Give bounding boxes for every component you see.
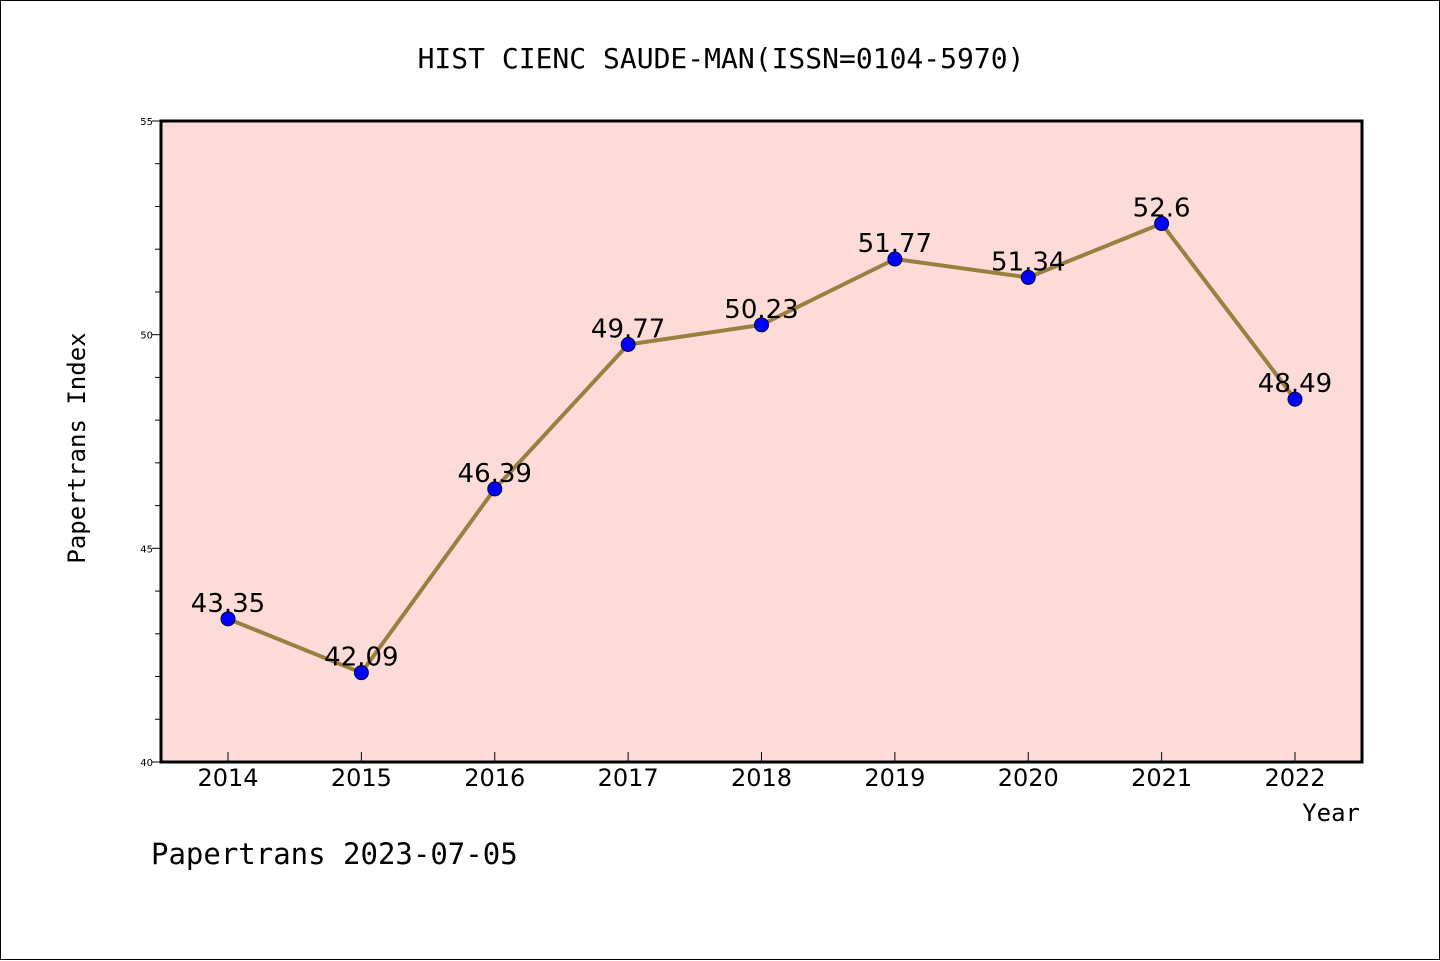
data-label: 48.49: [1258, 369, 1332, 399]
y-axis-ticks: 40 45 50 55: [140, 117, 161, 769]
data-label: 50.23: [724, 295, 798, 325]
x-tick-label: 2014: [197, 764, 258, 792]
y-tick-label: 50: [140, 331, 153, 342]
x-tick-label: 2016: [464, 764, 525, 792]
x-axis-label: Year: [1302, 799, 1360, 827]
x-tick-label: 2020: [998, 764, 1059, 792]
x-tick-label: 2015: [331, 764, 392, 792]
y-tick-label: 45: [140, 544, 153, 555]
data-label: 43.35: [191, 589, 265, 619]
x-tick-label: 2022: [1264, 764, 1325, 792]
x-tick-label: 2018: [731, 764, 792, 792]
x-axis-ticks: 2014 2015 2016 2017 2018 2019 2020 2021 2022: [197, 752, 1326, 792]
data-point: [487, 481, 503, 497]
x-tick-label: 2021: [1131, 764, 1192, 792]
data-label: 52.6: [1133, 194, 1191, 224]
data-point: [754, 317, 769, 333]
data-point: [887, 251, 903, 267]
data-label: 42.09: [324, 643, 398, 673]
data-label: 46.39: [458, 459, 532, 489]
y-axis-label: Papertrans Index: [63, 332, 91, 563]
y-tick-label: 40: [140, 758, 153, 769]
data-label: 51.77: [858, 229, 932, 259]
footer-stamp: Papertrans 2023-07-05: [151, 837, 518, 871]
data-label: 51.34: [991, 247, 1065, 277]
x-tick-label: 2017: [598, 764, 659, 792]
data-point: [353, 665, 369, 681]
data-points: [220, 216, 1303, 681]
x-tick-label: 2019: [864, 764, 925, 792]
data-point: [1020, 269, 1036, 285]
data-point: [1287, 391, 1303, 407]
data-label: 49.77: [591, 314, 665, 344]
chart-title: HIST CIENC SAUDE-MAN(ISSN=0104-5970): [418, 42, 1025, 75]
data-point: [220, 611, 236, 627]
data-point: [620, 336, 636, 352]
y-tick-label: 55: [140, 117, 153, 128]
data-labels: 43.35 42.09 46.39 49.77 50.23 51.77 51.34 52.6 4…: [191, 194, 1332, 673]
data-point: [1154, 216, 1170, 232]
